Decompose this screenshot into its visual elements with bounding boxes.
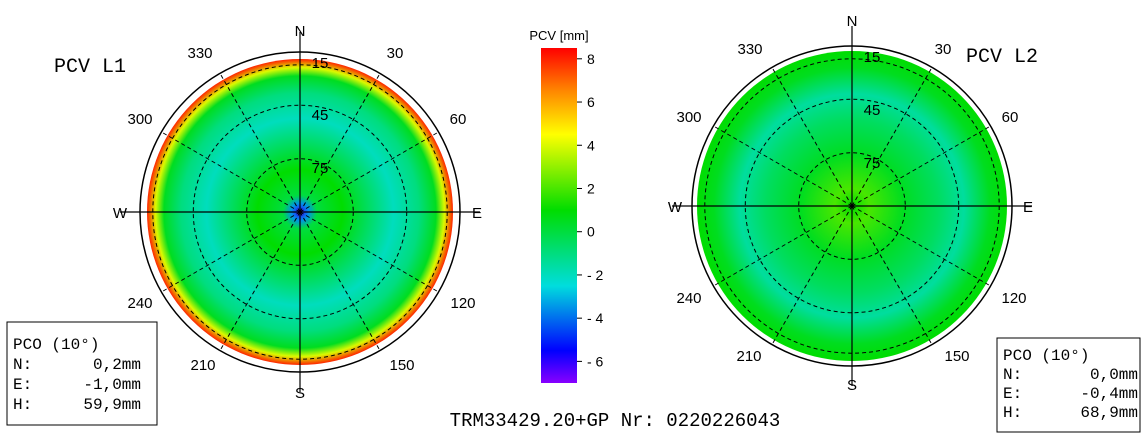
pco-value-h-l2: 68,9mm (1080, 404, 1138, 422)
pco-label-n-l1: N: (13, 356, 32, 374)
azimuth-spoke (713, 205, 853, 287)
pco-label-h-l2: H: (1003, 404, 1022, 422)
chart-title-l1: PCV L1 (54, 56, 126, 79)
compass-labels-l2: N E S W (668, 13, 1033, 394)
pco-value-h-l1: 59,9mm (83, 396, 141, 414)
polar-plot-l1: PCV L1 N E S W 30 60 120 150 210 240 300… (6, 23, 482, 426)
pco-label-h-l1: H: (13, 396, 32, 414)
pco-box-l1: PCO (10°) N: 0,2mm E: -1,0mm H: 59,9mm (6, 321, 158, 426)
azimuth-spoke (851, 67, 933, 207)
colorbar-tick-label: 2 (587, 180, 595, 196)
pco-box-frame-l2 (996, 337, 1141, 433)
compass-e-l2: E (1023, 199, 1033, 216)
azimuth-spoke (219, 73, 301, 213)
azimuth-spoke (299, 73, 381, 213)
colorbar: PCV [mm] 8 6 4 2 0 - 2 - 4 - 6 (529, 28, 604, 383)
azimuth-label-120-l2: 120 (1001, 290, 1026, 307)
azimuth-label-210-l1: 210 (190, 357, 215, 374)
compass-e-l1: E (472, 205, 482, 222)
azimuth-label-120-l1: 120 (450, 295, 475, 312)
azimuth-spoke (851, 125, 991, 207)
elevation-label-75-l1: 75 (312, 160, 329, 177)
azimuth-spoke (161, 211, 301, 293)
azimuth-label-30-l1: 30 (387, 45, 404, 62)
pco-value-n-l1: 0,2mm (93, 356, 141, 374)
compass-n-l1: N (295, 23, 306, 40)
colorbar-ticks: 8 6 4 2 0 - 2 - 4 - 6 (577, 51, 604, 369)
colorbar-tick-label: 4 (587, 137, 595, 153)
pco-header-l1: PCO (10°) (13, 336, 99, 354)
azimuth-label-60-l2: 60 (1002, 109, 1019, 126)
azimuth-label-240-l2: 240 (676, 290, 701, 307)
azimuth-label-330-l1: 330 (187, 45, 212, 62)
azimuth-spoke (771, 67, 853, 207)
elevation-label-15-l1: 15 (312, 55, 329, 72)
pco-box-l2: PCO (10°) N: 0,0mm E: -0,4mm H: 68,9mm (996, 337, 1141, 433)
azimuth-spoke (299, 211, 439, 293)
azimuth-label-210-l2: 210 (736, 348, 761, 365)
compass-w-l2: W (668, 199, 683, 216)
compass-w-l1: W (113, 205, 128, 222)
azimuth-label-150-l2: 150 (944, 348, 969, 365)
azimuth-spoke (771, 205, 853, 345)
colorbar-tick-label: 0 (587, 224, 595, 240)
elevation-label-45-l1: 45 (312, 107, 329, 124)
polar-plot-l2: PCV L2 N E S W 30 60 120 150 210 240 300… (668, 13, 1141, 433)
colorbar-label: PCV [mm] (529, 28, 588, 43)
colorbar-tick-label: - 6 (587, 353, 604, 369)
azimuth-label-300-l1: 300 (127, 111, 152, 128)
antenna-footer: TRM33429.20+GP Nr: 0220226043 (450, 410, 781, 432)
grid-l1 (120, 32, 480, 392)
azimuth-label-30-l2: 30 (935, 41, 952, 58)
compass-s-l2: S (847, 377, 857, 394)
azimuth-spoke (299, 211, 381, 351)
colorbar-tick-label: - 2 (587, 267, 604, 283)
chart-title-l2: PCV L2 (966, 46, 1038, 69)
azimuth-spoke (161, 131, 301, 213)
compass-labels-l1: N E S W (113, 23, 482, 402)
pco-box-frame-l1 (6, 321, 158, 426)
pco-label-n-l2: N: (1003, 366, 1022, 384)
colorbar-tick-label: 8 (587, 51, 595, 67)
elevation-labels-l2: 15 45 75 (864, 49, 881, 172)
azimuth-label-330-l2: 330 (737, 41, 762, 58)
grid-l2 (672, 26, 1032, 386)
pco-value-e-l1: -1,0mm (83, 376, 141, 394)
pco-value-n-l2: 0,0mm (1090, 366, 1138, 384)
pco-header-l2: PCO (10°) (1003, 347, 1089, 365)
azimuth-spoke (713, 125, 853, 207)
azimuth-labels-l2: 30 60 120 150 210 240 300 330 (676, 41, 1026, 365)
azimuth-label-60-l1: 60 (450, 111, 467, 128)
elevation-label-75-l2: 75 (864, 155, 881, 172)
azimuth-spoke (851, 205, 933, 345)
azimuth-spoke (851, 205, 991, 287)
azimuth-spoke (219, 211, 301, 351)
colorbar-tick-label: 6 (587, 94, 595, 110)
pco-label-e-l1: E: (13, 376, 32, 394)
pco-value-e-l2: -0,4mm (1080, 385, 1138, 403)
elevation-label-15-l2: 15 (864, 49, 881, 66)
elevation-label-45-l2: 45 (864, 102, 881, 119)
azimuth-spoke (299, 131, 439, 213)
azimuth-label-240-l1: 240 (127, 295, 152, 312)
colorbar-tick-label: - 4 (587, 310, 604, 326)
colorbar-strip (541, 48, 577, 383)
elevation-labels-l1: 15 45 75 (312, 55, 329, 177)
compass-s-l1: S (295, 385, 305, 402)
azimuth-labels-l1: 30 60 120 150 210 240 300 330 (127, 45, 475, 374)
compass-n-l2: N (847, 13, 858, 30)
azimuth-label-150-l1: 150 (389, 357, 414, 374)
pco-label-e-l2: E: (1003, 385, 1022, 403)
azimuth-label-300-l2: 300 (676, 109, 701, 126)
